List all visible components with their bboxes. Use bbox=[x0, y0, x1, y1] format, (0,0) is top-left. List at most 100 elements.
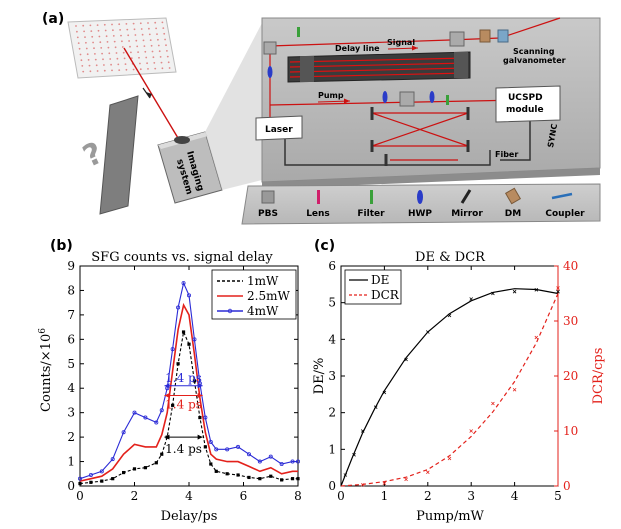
grid-dot bbox=[100, 47, 103, 49]
grid-dot bbox=[89, 70, 92, 73]
grid-dot bbox=[144, 50, 147, 53]
grid-dot bbox=[96, 70, 99, 72]
galvanometer-label: galvanometer bbox=[503, 56, 566, 65]
chart-c-point-DCR bbox=[556, 286, 560, 290]
legend-label-dm: DM bbox=[505, 209, 521, 219]
chart-b-point-4mW bbox=[295, 459, 300, 464]
chart-c-point-DCR bbox=[534, 335, 539, 340]
grid-dot bbox=[132, 22, 135, 25]
panel-a: (a) ? Imaging system bbox=[42, 11, 601, 225]
chart-b-point-1mW bbox=[290, 477, 295, 481]
chart-b-point-1mW bbox=[192, 379, 197, 383]
chart-b-point-1mW bbox=[296, 477, 300, 481]
grid-dot bbox=[128, 40, 131, 42]
hwp-component bbox=[267, 66, 273, 78]
grid-dot bbox=[156, 33, 158, 35]
chart-c-point-stroke bbox=[352, 453, 356, 457]
chart-b-point-1mW bbox=[143, 466, 147, 470]
chart-c-point-DCR bbox=[447, 456, 452, 461]
grid-dot bbox=[145, 56, 148, 59]
grid-dot bbox=[152, 56, 155, 59]
delay-line: Delay line bbox=[287, 44, 471, 83]
lens-icon bbox=[317, 190, 320, 204]
grid-dot bbox=[146, 62, 149, 65]
chart-c-point-stroke bbox=[556, 286, 560, 290]
chart-b-point-1mW bbox=[225, 472, 229, 476]
chart-b-point-1mW bbox=[209, 462, 213, 466]
chart-c-point-DCR bbox=[404, 477, 408, 482]
grid-dot bbox=[110, 63, 112, 66]
grid-dot bbox=[111, 23, 113, 26]
chart-b-xtick-label: 2 bbox=[131, 489, 139, 503]
chart-b-point-4mW bbox=[257, 459, 262, 464]
grid-dot bbox=[112, 29, 114, 32]
chart-b-ylabel: Counts/×106 bbox=[38, 328, 54, 412]
chart-c-y2tick-label: 0 bbox=[563, 479, 571, 493]
chart-c-xtick-label: 0 bbox=[337, 489, 345, 503]
chart-c-y2label: DCR/cps bbox=[591, 348, 606, 405]
chart-c-xtick-label: 1 bbox=[381, 489, 389, 503]
grid-dot bbox=[135, 39, 138, 42]
hwp-component-3 bbox=[429, 91, 435, 103]
chart-b-point-4mW bbox=[186, 293, 191, 298]
chart-b-fwhm-arrow-left bbox=[164, 434, 170, 440]
grid-dot bbox=[143, 45, 146, 47]
chart-c-fit-line-DCR bbox=[340, 293, 559, 487]
chart-b-point-1mW bbox=[181, 330, 186, 334]
grid-dot bbox=[159, 56, 162, 58]
pbs-icon bbox=[261, 190, 275, 204]
grid-dot bbox=[127, 34, 130, 37]
scanning-label: Scanning bbox=[513, 47, 555, 56]
chart-b-title: SFG counts vs. signal delay bbox=[91, 250, 273, 265]
chart-c-point-stroke bbox=[469, 297, 473, 301]
chart-c-point-stroke bbox=[382, 481, 387, 486]
chart-c-point-DE bbox=[373, 405, 378, 409]
chart-c-xtick-label: 3 bbox=[467, 489, 475, 503]
grid-dot bbox=[83, 30, 85, 33]
chart-b-point-1mW bbox=[154, 461, 158, 465]
chart-c-point-DE bbox=[469, 297, 473, 301]
chart-c-point-stroke bbox=[534, 288, 539, 292]
grid-dot bbox=[132, 68, 135, 71]
chart-b-fwhm-arrow-right bbox=[197, 393, 203, 399]
grid-dot bbox=[89, 24, 92, 27]
chart-b-point-1mW bbox=[269, 474, 273, 478]
grid-dot bbox=[168, 67, 171, 69]
chart-c-point-DE bbox=[404, 357, 408, 362]
chart-b-point-4mW bbox=[170, 347, 175, 352]
chart-b-point-4mW bbox=[268, 454, 273, 459]
chart-b-point-4mW bbox=[225, 447, 230, 452]
chart-b-ytick-label: 1 bbox=[67, 455, 75, 469]
chart-b-point-1mW bbox=[171, 403, 175, 407]
grid-dot bbox=[142, 39, 145, 42]
chart-c-y2tick-label: 30 bbox=[563, 314, 578, 328]
chart-b-point-1mW bbox=[258, 477, 262, 481]
chart-b-fwhm-arrow-left bbox=[164, 393, 170, 399]
chart-b-fwhm-label: 1.4 ps bbox=[165, 398, 202, 412]
chart-c-y2tick-label: 10 bbox=[563, 424, 578, 438]
dark-slab-object bbox=[99, 95, 139, 215]
chart-c-point-DE bbox=[534, 288, 539, 292]
chart-b-ylabel-exp: 6 bbox=[38, 328, 48, 334]
chart-b-point-4mW bbox=[159, 408, 164, 413]
chart-b-point-1mW bbox=[78, 481, 82, 486]
grid-dot bbox=[121, 46, 124, 48]
chart-c-point-DCR bbox=[469, 429, 473, 433]
chart-c-point-stroke bbox=[360, 483, 365, 487]
chart-b-point-1mW bbox=[122, 470, 126, 475]
grid-dot bbox=[130, 57, 133, 59]
grid-dot bbox=[147, 22, 149, 24]
legend-label-pbs: PBS bbox=[258, 209, 278, 219]
sync-label: SYNC bbox=[546, 123, 559, 148]
chart-b-legend-label: 4mW bbox=[247, 304, 279, 318]
chart-b-series-line-4mW bbox=[79, 281, 298, 480]
chart-c-point-stroke bbox=[360, 429, 365, 433]
grid-dot bbox=[157, 38, 159, 41]
grid-dot bbox=[94, 58, 97, 61]
grid-dot bbox=[161, 21, 164, 24]
chart-b-point-4mW bbox=[78, 476, 83, 481]
chart-b-point-4mW bbox=[208, 439, 213, 444]
chart-c-panel-label: (c) bbox=[314, 238, 335, 254]
chart-b-panel-label: (b) bbox=[50, 238, 73, 254]
